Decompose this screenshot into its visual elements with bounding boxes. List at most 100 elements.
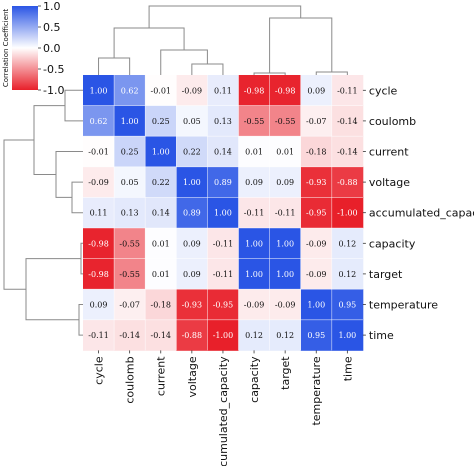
heatmap-cell [114, 319, 146, 351]
colorbar-tick-label: 1.0 [43, 0, 61, 13]
row-label: time [369, 329, 394, 342]
cell-value-label: 0.13 [214, 117, 232, 126]
heatmap-cell [114, 136, 146, 168]
cell-value-label: 1.00 [307, 301, 325, 310]
cell-value-label: -0.09 [306, 239, 327, 248]
heatmap-cell [238, 258, 270, 290]
heatmap-cell [269, 228, 302, 259]
dendrogram-link [269, 17, 333, 73]
heatmap-cell [238, 136, 270, 168]
cell-value-label: -0.55 [244, 117, 265, 126]
heatmap-cell [300, 75, 333, 106]
heatmap-cell [176, 319, 208, 351]
cell-value-label: 0.89 [183, 209, 201, 218]
cell-value-label: -1.00 [213, 331, 234, 340]
colorbar-tick-label: 0.0 [43, 42, 61, 55]
cell-value-label: -0.11 [213, 270, 234, 279]
heatmap-cell [300, 136, 333, 168]
column-label: capacity [248, 356, 261, 403]
heatmap-cell [269, 75, 302, 106]
cell-value-label: 0.01 [245, 148, 263, 157]
cell-value-label: 1.00 [276, 239, 294, 248]
dendrogram-link [55, 151, 83, 198]
heatmap-cell [145, 319, 177, 351]
heatmap-cell [83, 228, 115, 259]
heatmap-cell [207, 136, 239, 168]
heatmap-cell [238, 75, 270, 106]
heatmap-cell [331, 166, 364, 198]
heatmap-cell [238, 166, 270, 198]
cell-value-label: -0.14 [337, 117, 358, 126]
dendrogram-link [160, 49, 208, 75]
column-dendrogram [98, 5, 348, 75]
cell-value-label: -0.55 [119, 239, 140, 248]
heatmap-cell [269, 258, 302, 290]
heatmap-cell [145, 166, 177, 198]
cell-value-label: 0.12 [276, 331, 294, 340]
colorbar-tick-label: 0.5 [43, 21, 61, 34]
heatmap-cell [145, 105, 177, 137]
cell-value-label: 0.14 [152, 209, 170, 218]
colorbar-gradient [12, 6, 38, 90]
heatmap-cell [83, 136, 115, 168]
cell-value-label: 0.11 [90, 209, 108, 218]
column-label: current [155, 356, 168, 396]
cell-value-label: 0.25 [152, 117, 170, 126]
heatmap-cell [145, 228, 177, 259]
cell-value-label: -0.01 [150, 86, 171, 95]
cell-value-label: -0.14 [337, 148, 358, 157]
dendrogram-link [191, 63, 224, 75]
cell-value-label: 0.09 [307, 86, 325, 95]
cell-value-label: 0.22 [152, 178, 170, 187]
row-label: coulomb [369, 115, 416, 128]
cell-value-label: -0.18 [150, 301, 171, 310]
heatmap-cell [269, 319, 302, 351]
row-label: cycle [369, 84, 398, 97]
heatmap-cell [114, 197, 146, 229]
heatmap-cell [331, 197, 364, 229]
heatmap-cell [176, 166, 208, 198]
cell-value-label: -0.09 [244, 301, 265, 310]
heatmap-cell [269, 166, 302, 198]
cell-value-label: 0.62 [90, 117, 108, 126]
cell-value-label: 0.62 [121, 86, 139, 95]
row-label: capacity [369, 237, 416, 250]
row-label: current [369, 146, 409, 159]
cell-value-label: 0.01 [152, 270, 170, 279]
heatmap-cell [114, 75, 146, 106]
heatmap-cell [300, 166, 333, 198]
cell-value-label: 0.95 [338, 301, 356, 310]
heatmap-cell [114, 289, 146, 321]
heatmap-cell [176, 289, 208, 321]
cell-value-label: 1.00 [214, 209, 232, 218]
heatmap-cell [238, 319, 270, 351]
cell-value-label: -0.98 [244, 86, 265, 95]
cell-value-label: 0.12 [245, 331, 263, 340]
cell-value-label: -0.98 [275, 86, 296, 95]
heatmap-cell [207, 75, 239, 106]
cell-value-label: 1.00 [121, 117, 139, 126]
heatmap-cell [300, 228, 333, 259]
cell-value-label: -0.98 [88, 270, 109, 279]
colorbar-tick-label: -1.0 [43, 84, 64, 97]
cell-value-label: -0.11 [88, 331, 109, 340]
heatmap-cell [238, 197, 270, 229]
cell-value-label: 0.12 [338, 270, 356, 279]
heatmap-cell [83, 75, 115, 106]
cell-value-label: -1.00 [337, 209, 358, 218]
cell-value-label: -0.01 [88, 148, 109, 157]
heatmap-cell [83, 166, 115, 198]
cell-value-label: -0.55 [275, 117, 296, 126]
cell-value-label: 0.09 [276, 178, 294, 187]
cell-value-label: 0.14 [214, 148, 232, 157]
heatmap-cell [176, 258, 208, 290]
cell-value-label: -0.09 [88, 178, 109, 187]
cell-value-label: -0.93 [306, 178, 327, 187]
heatmap-cell [331, 258, 364, 290]
cell-value-label: 1.00 [245, 239, 263, 248]
cell-value-label: 1.00 [276, 270, 294, 279]
dendrogram-link [25, 258, 81, 321]
cell-value-label: 0.09 [245, 178, 263, 187]
heatmap-cell [331, 228, 364, 259]
row-label: accumulated_capacity [369, 207, 474, 220]
